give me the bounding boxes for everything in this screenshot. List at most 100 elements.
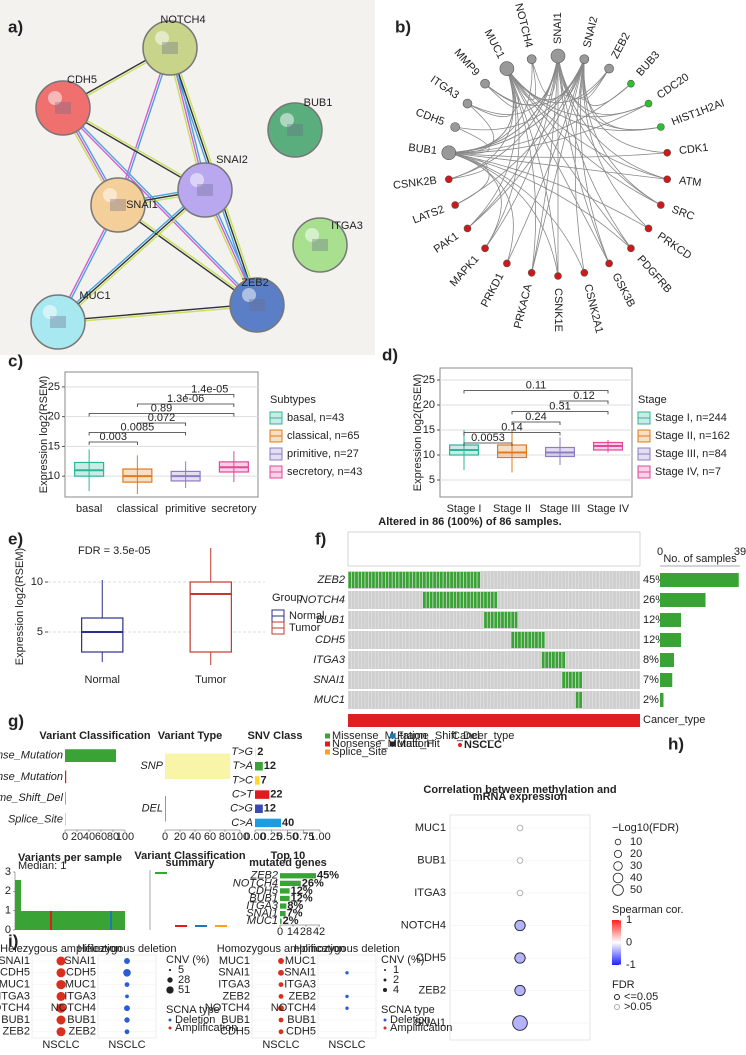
x-tick-label: NSCLC — [262, 1039, 299, 1051]
node-highlight — [43, 305, 57, 319]
value-label: 8% — [287, 900, 303, 912]
comparison-bracket — [463, 390, 609, 394]
mutation-cell — [484, 592, 487, 608]
mutation-cell — [402, 572, 406, 588]
network-edge — [467, 59, 585, 229]
node-label: PAK1 — [432, 230, 461, 255]
legend-swatch — [325, 741, 330, 747]
mutation-cell — [467, 592, 470, 608]
variant-bars — [50, 911, 52, 930]
legend-label: NSCLC — [464, 739, 502, 751]
y-tick-label: ITGA3 — [414, 887, 446, 899]
legend-label: Stage II, n=162 — [655, 430, 730, 442]
mutation-cell — [555, 652, 559, 668]
p-value: 1.4e-05 — [191, 383, 228, 395]
y-tick-label: ZEB2 — [222, 990, 250, 1002]
legend-title: Stage — [638, 394, 667, 406]
mutation-cell — [473, 592, 477, 608]
node-label: LATS2 — [411, 204, 446, 227]
sample-bar — [660, 653, 674, 667]
mutation-cell — [446, 592, 450, 608]
legend-size — [613, 849, 623, 859]
mutation-cell — [504, 612, 508, 628]
y-tick-label: NOTCH4 — [271, 1002, 316, 1014]
mutation-cell — [473, 572, 477, 588]
network-node — [503, 259, 511, 268]
mutation-cell — [443, 572, 447, 588]
y-tick-label: ZEB2 — [2, 1026, 30, 1038]
legend-label: Splice_Site — [332, 746, 387, 758]
legend-size — [383, 968, 387, 972]
panel-label: i) — [8, 931, 18, 950]
network-node — [627, 79, 635, 88]
y-tick-label: SNAI1 — [218, 967, 250, 979]
dot — [278, 1005, 284, 1012]
mutation-cell — [450, 592, 453, 608]
p-value: 0.31 — [549, 400, 570, 412]
mutation-cell — [467, 572, 470, 588]
legend-title: Group — [272, 592, 303, 604]
y-tick-label: 3 — [5, 866, 11, 878]
mutation-cell — [375, 572, 379, 588]
x-tick-label: 80 — [219, 831, 231, 843]
node-label: BUB1 — [304, 97, 333, 109]
node-label: BUB3 — [634, 49, 662, 78]
mutation-cell — [518, 632, 521, 648]
bar — [255, 818, 281, 828]
mutation-cell — [426, 592, 430, 608]
mutation-cell — [538, 632, 542, 648]
legend-swatch — [390, 741, 395, 747]
legend-size — [614, 838, 622, 846]
mutation-cell — [568, 672, 572, 688]
bar — [65, 813, 66, 826]
p-value: 0.003 — [99, 431, 127, 443]
x-tick-label: 20 — [71, 831, 83, 843]
gene-label: NOTCH4 — [300, 594, 345, 606]
node-label: SNAI1 — [126, 199, 158, 211]
y-tick-label: NOTCH4 — [0, 1002, 30, 1014]
mutation-cell — [392, 572, 396, 588]
chart-title: mutated genes — [249, 857, 327, 869]
y-tick-label: T>C — [232, 774, 253, 786]
mutation-cell — [389, 572, 392, 588]
color-bar — [612, 920, 621, 965]
panel-label: g) — [8, 711, 24, 730]
legend-label: <=0.05 — [624, 991, 658, 1003]
legend-label: 30 — [630, 860, 642, 872]
mutation-cell — [552, 652, 555, 668]
sample-bar — [660, 693, 664, 707]
box — [189, 581, 232, 653]
mutation-cell — [514, 632, 518, 648]
x-tick-label: Normal — [85, 674, 120, 686]
network-node — [445, 175, 453, 184]
y-tick-label: ITGA3 — [246, 900, 279, 912]
bar — [280, 873, 316, 879]
y-tick-label: 20 — [423, 399, 435, 411]
percent-label: 12% — [643, 634, 665, 646]
node-label: SNAI2 — [581, 15, 600, 49]
network-edge — [506, 68, 649, 118]
percent-label: 8% — [643, 654, 659, 666]
x-tick-label: 0.00 — [244, 831, 265, 843]
mutation-cell — [541, 632, 545, 648]
dot — [514, 984, 526, 997]
y-tick-label: BUB1 — [249, 892, 278, 904]
dot — [125, 994, 129, 999]
mutation-cell — [348, 572, 352, 588]
dot — [124, 1017, 130, 1023]
mutation-cell — [490, 612, 494, 628]
value-label: 2% — [283, 915, 299, 927]
bar — [280, 888, 290, 894]
mutation-cell — [480, 592, 484, 608]
sample-bar — [660, 613, 681, 627]
y-tick-label: T>G — [231, 746, 253, 758]
legend-label: Frame_Shift_Del — [397, 730, 480, 742]
network-edge — [484, 68, 520, 109]
mutation-cell — [521, 632, 525, 648]
legend-label: Deletion — [175, 1014, 215, 1026]
annotation: FDR = 3.5e-05 — [78, 545, 150, 557]
mutation-cell — [453, 592, 457, 608]
mutation-cell — [541, 652, 545, 668]
gene-label: CDH5 — [315, 634, 346, 646]
y-tick-label: NOTCH4 — [401, 919, 446, 931]
